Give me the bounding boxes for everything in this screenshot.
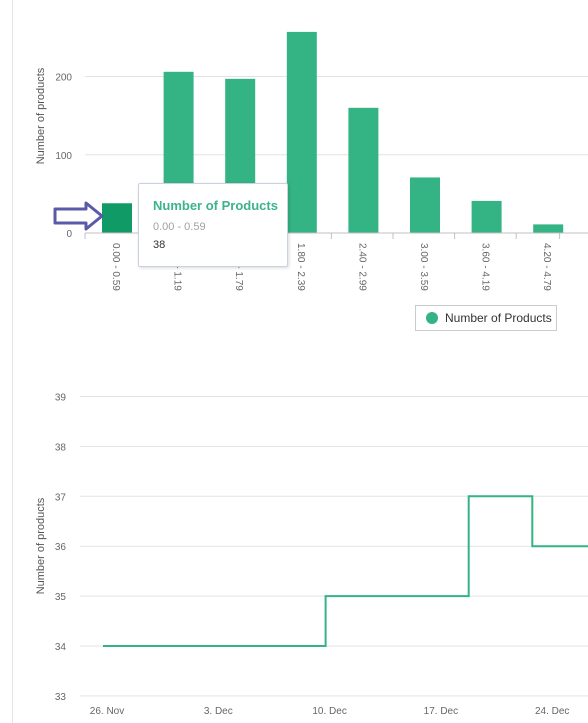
- bar: [471, 200, 502, 233]
- line-x-tick-label: 17. Dec: [424, 706, 458, 717]
- line-y-tick-label: 37: [55, 492, 67, 503]
- bar: [348, 107, 379, 233]
- bar-x-tick-label: 3.60 - 4.19: [480, 243, 491, 291]
- bar-y-tick-label: 200: [55, 73, 72, 84]
- line-x-tick-label: 24. Dec: [535, 706, 569, 717]
- line-y-tick-label: 36: [55, 542, 67, 553]
- tooltip-range: 0.00 - 0.59: [153, 221, 206, 233]
- panel-border: [12, 0, 13, 723]
- bar-x-tick-label: 1.20 - 1.79: [233, 243, 244, 291]
- bar: [410, 177, 440, 233]
- bar-y-tick-label: 0: [66, 229, 72, 240]
- bar-x-tick-label: 0.00 - 0.59: [110, 243, 121, 291]
- legend-swatch: [426, 312, 438, 324]
- line-x-tick-label: 10. Dec: [312, 706, 346, 717]
- bar-x-tick-label: 2.40 - 2.99: [356, 243, 367, 291]
- step-line: [103, 495, 588, 647]
- line-y-tick-label: 33: [55, 692, 67, 703]
- line-y-tick-label: 35: [55, 592, 67, 603]
- bar-x-tick-label: 0.60 - 1.19: [172, 243, 183, 291]
- chart-legend[interactable]: Number of Products: [415, 305, 557, 331]
- bar: [533, 224, 564, 233]
- bar-y-axis-title: Number of products: [35, 67, 47, 164]
- tooltip-value: 38: [153, 239, 166, 251]
- line-x-tick-label: 3. Dec: [204, 706, 233, 717]
- bar-x-tick-label: 3.00 - 3.59: [418, 243, 429, 291]
- line-x-tick-label: 26. Nov: [90, 706, 124, 717]
- line-y-axis-title: Number of products: [35, 497, 47, 594]
- line-y-tick-label: 34: [55, 642, 67, 653]
- bar-chart: 0 100 200 Number of products 0.00 - 0.59 0.60…: [35, 31, 588, 291]
- legend-label: Number of Products: [445, 311, 552, 325]
- chart-tooltip: Number of Products 0.00 - 0.59 38: [138, 183, 288, 267]
- line-y-tick-label: 39: [55, 393, 67, 404]
- bar-y-tick-label: 100: [55, 151, 72, 162]
- bar: [286, 31, 317, 234]
- bar: [102, 203, 132, 233]
- pointer-arrow-icon: [53, 201, 104, 231]
- bar-x-tick-label: 4.20 - 4.79: [541, 243, 552, 291]
- line-y-tick-label: 38: [55, 442, 67, 453]
- bar-x-tick-label: 1.80 - 2.39: [295, 243, 306, 291]
- tooltip-title: Number of Products: [153, 198, 278, 213]
